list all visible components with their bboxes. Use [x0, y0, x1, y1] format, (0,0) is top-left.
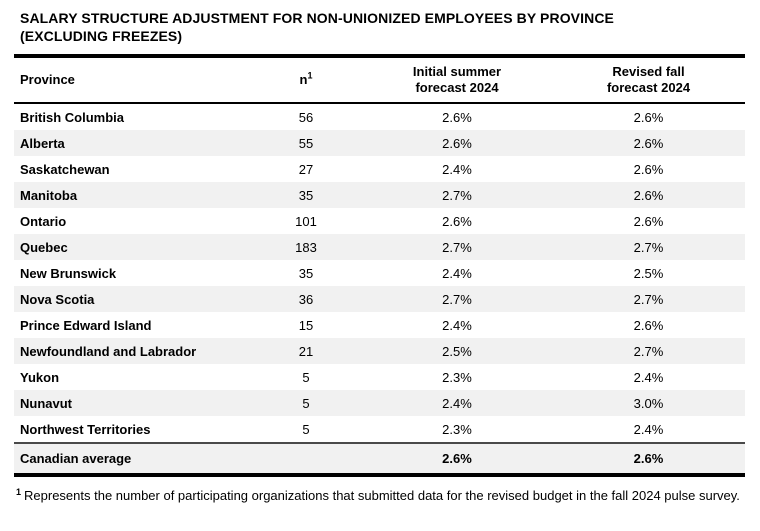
- summary-n-cell: [250, 442, 362, 477]
- initial-forecast-cell: 2.3%: [442, 421, 472, 437]
- footnote-marker: 1: [16, 486, 22, 497]
- n-cell: 27: [298, 161, 314, 177]
- province-cell: Manitoba: [20, 187, 78, 203]
- province-cell: Alberta: [20, 135, 65, 151]
- initial-forecast-cell: 2.6%: [442, 213, 472, 229]
- n-cell: 36: [298, 291, 314, 307]
- revised-forecast-cell: 2.7%: [633, 239, 664, 255]
- table-header: Province n1 Initial summer forecast 2024 …: [14, 56, 745, 104]
- revised-forecast-cell: 2.4%: [633, 369, 664, 385]
- n-cell: 55: [298, 135, 314, 151]
- column-header-initial-forecast: Initial summer forecast 2024: [362, 56, 552, 104]
- table-row: British Columbia 56 2.6% 2.6%: [14, 103, 745, 130]
- initial-header-line2: forecast 2024: [415, 80, 499, 95]
- table-row: Yukon 5 2.3% 2.4%: [14, 364, 745, 390]
- province-cell: Nunavut: [20, 395, 72, 411]
- table-row: Prince Edward Island 15 2.4% 2.6%: [14, 312, 745, 338]
- revised-forecast-cell: 2.5%: [633, 265, 664, 281]
- initial-forecast-cell: 2.7%: [442, 239, 472, 255]
- table-row: Saskatchewan 27 2.4% 2.6%: [14, 156, 745, 182]
- table-row: Northwest Territories 5 2.3% 2.4%: [14, 416, 745, 443]
- table-body: British Columbia 56 2.6% 2.6% Alberta 55…: [14, 103, 745, 443]
- table-row: Newfoundland and Labrador 21 2.5% 2.7%: [14, 338, 745, 364]
- summary-revised-cell: 2.6%: [552, 442, 745, 477]
- column-header-n: n1: [250, 56, 362, 104]
- n-cell: 35: [298, 265, 314, 281]
- summary-row: Canadian average 2.6% 2.6%: [14, 442, 745, 477]
- n-cell: 15: [298, 317, 314, 333]
- salary-table: Province n1 Initial summer forecast 2024 …: [14, 54, 745, 477]
- province-cell: Prince Edward Island: [20, 317, 152, 333]
- revised-forecast-cell: 2.6%: [633, 317, 664, 333]
- n-cell: 56: [298, 109, 314, 125]
- province-cell: Newfoundland and Labrador: [20, 343, 197, 359]
- report-title-line1: SALARY STRUCTURE ADJUSTMENT FOR NON-UNIO…: [20, 10, 614, 26]
- province-cell: British Columbia: [20, 109, 125, 125]
- column-header-revised-forecast: Revised fall forecast 2024: [552, 56, 745, 104]
- initial-forecast-cell: 2.7%: [442, 187, 472, 203]
- revised-forecast-cell: 2.7%: [633, 291, 664, 307]
- revised-forecast-cell: 2.6%: [633, 161, 664, 177]
- n-label: n: [299, 72, 308, 87]
- summary-label-cell: Canadian average: [14, 442, 250, 477]
- report-title: SALARY STRUCTURE ADJUSTMENT FOR NON-UNIO…: [20, 9, 745, 45]
- province-cell: New Brunswick: [20, 265, 117, 281]
- initial-forecast-cell: 2.4%: [442, 395, 472, 411]
- n-cell: 101: [295, 213, 317, 229]
- n-cell: 5: [302, 369, 310, 385]
- table-row: New Brunswick 35 2.4% 2.5%: [14, 260, 745, 286]
- revised-header-line2: forecast 2024: [606, 80, 691, 95]
- footnote-text: Represents the number of participating o…: [24, 488, 740, 503]
- initial-forecast-cell: 2.5%: [442, 343, 472, 359]
- footnote-reference: 1: [307, 70, 313, 81]
- initial-forecast-cell: 2.4%: [442, 265, 472, 281]
- revised-forecast-cell: 2.6%: [633, 109, 664, 125]
- province-cell: Northwest Territories: [20, 421, 151, 437]
- initial-forecast-cell: 2.6%: [442, 109, 472, 125]
- province-cell: Yukon: [20, 369, 60, 385]
- table-row: Nova Scotia 36 2.7% 2.7%: [14, 286, 745, 312]
- table-row: Nunavut 5 2.4% 3.0%: [14, 390, 745, 416]
- n-cell: 5: [302, 421, 310, 437]
- revised-forecast-cell: 2.6%: [633, 135, 664, 151]
- table-row: Alberta 55 2.6% 2.6%: [14, 130, 745, 156]
- n-cell: 21: [298, 343, 314, 359]
- table-footer: Canadian average 2.6% 2.6%: [14, 442, 745, 477]
- initial-forecast-cell: 2.4%: [442, 161, 472, 177]
- footnote: 1 Represents the number of participating …: [16, 486, 745, 505]
- header-row: Province n1 Initial summer forecast 2024 …: [14, 56, 745, 104]
- n-cell: 35: [298, 187, 314, 203]
- initial-header-line1: Initial summer: [412, 64, 502, 79]
- n-cell: 5: [302, 395, 310, 411]
- province-cell: Quebec: [20, 239, 68, 255]
- revised-forecast-cell: 2.7%: [633, 343, 664, 359]
- table-row: Quebec 183 2.7% 2.7%: [14, 234, 745, 260]
- table-row: Ontario 101 2.6% 2.6%: [14, 208, 745, 234]
- initial-forecast-cell: 2.4%: [442, 317, 472, 333]
- n-cell: 183: [295, 239, 317, 255]
- revised-forecast-cell: 2.6%: [633, 187, 664, 203]
- initial-forecast-cell: 2.6%: [442, 135, 472, 151]
- initial-forecast-cell: 2.3%: [442, 369, 472, 385]
- revised-forecast-cell: 2.4%: [633, 421, 664, 437]
- revised-forecast-cell: 3.0%: [633, 395, 664, 411]
- province-cell: Nova Scotia: [20, 291, 95, 307]
- province-cell: Ontario: [20, 213, 67, 229]
- column-header-province: Province: [14, 56, 250, 104]
- province-cell: Saskatchewan: [20, 161, 110, 177]
- initial-forecast-cell: 2.7%: [442, 291, 472, 307]
- report-title-line2: (EXCLUDING FREEZES): [20, 28, 183, 44]
- revised-forecast-cell: 2.6%: [633, 213, 664, 229]
- summary-initial-cell: 2.6%: [362, 442, 552, 477]
- table-row: Manitoba 35 2.7% 2.6%: [14, 182, 745, 208]
- revised-header-line1: Revised fall: [612, 64, 685, 79]
